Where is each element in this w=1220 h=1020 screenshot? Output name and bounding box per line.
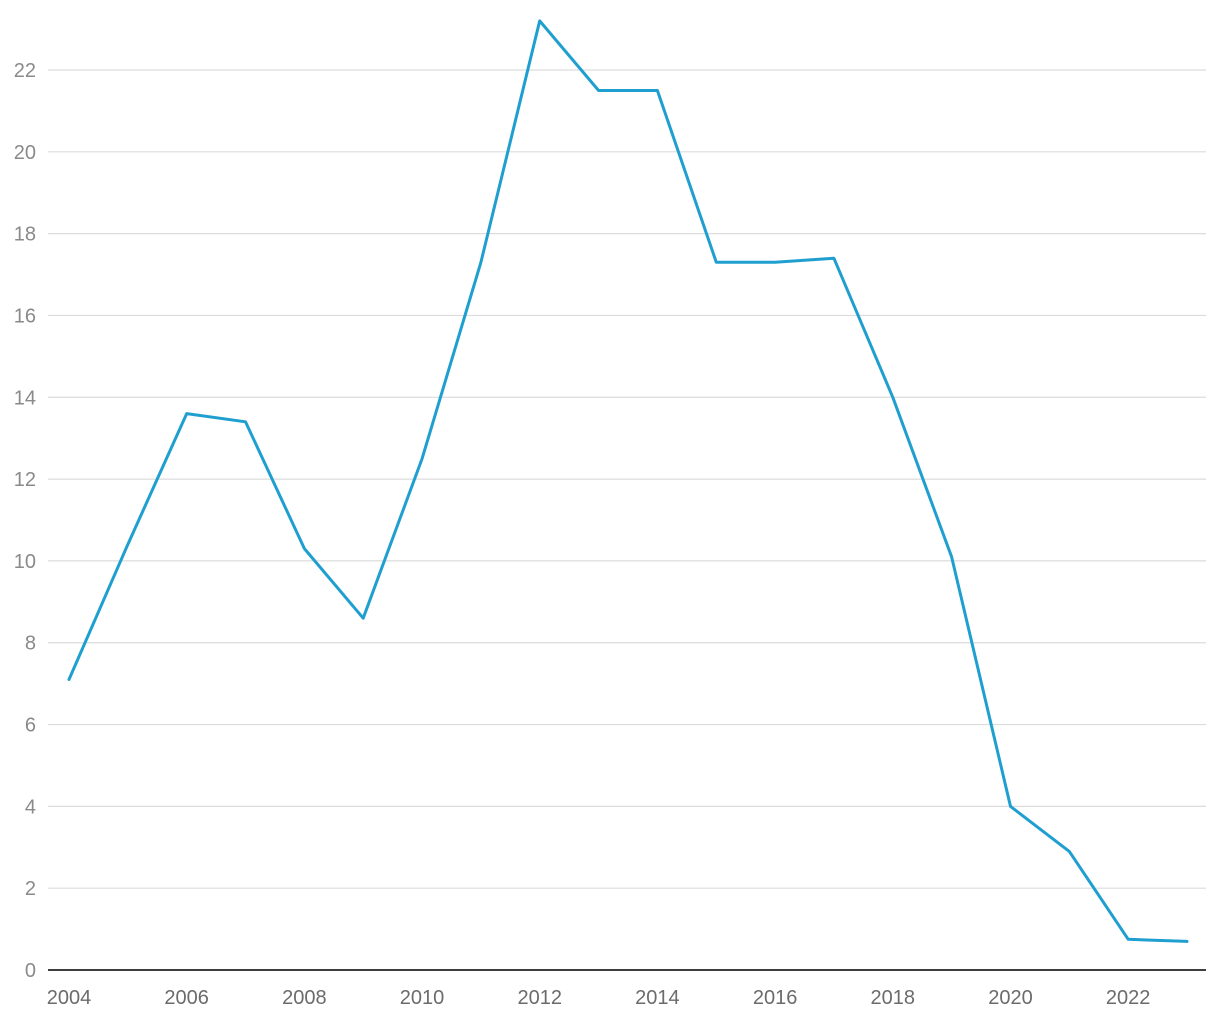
y-tick-label: 20: [14, 142, 36, 164]
series-line: [67, 19, 1189, 943]
y-tick-label: 0: [25, 960, 36, 982]
y-tick-label: 8: [25, 633, 36, 655]
x-tick-label: 2018: [871, 987, 916, 1009]
x-tick-label: 2010: [400, 987, 445, 1009]
x-tick-label: 2006: [164, 987, 209, 1009]
gridlines: [48, 69, 1206, 889]
x-tick-label: 2014: [635, 987, 680, 1009]
y-tick-label: 2: [25, 878, 36, 900]
y-axis-ticks: 0 2 4 6 8 10 12 14 16 18 20 22: [14, 60, 36, 982]
y-tick-label: 6: [25, 715, 36, 737]
y-tick-label: 12: [14, 469, 36, 491]
y-tick-label: 18: [14, 224, 36, 246]
x-tick-label: 2022: [1106, 987, 1151, 1009]
x-tick-label: 2008: [282, 987, 327, 1009]
x-tick-label: 2012: [517, 987, 562, 1009]
series-group: [67, 19, 1189, 943]
x-axis-ticks: 2004 2006 2008 2010 2012 2014 2016 2018 2020 2022: [47, 987, 1151, 1009]
y-tick-label: 4: [25, 796, 36, 818]
x-tick-label: 2020: [988, 987, 1033, 1009]
y-tick-label: 14: [14, 387, 36, 409]
y-tick-label: 10: [14, 551, 36, 573]
x-tick-label: 2004: [47, 987, 92, 1009]
y-tick-label: 16: [14, 305, 36, 327]
x-tick-label: 2016: [753, 987, 798, 1009]
y-tick-label: 22: [14, 60, 36, 82]
